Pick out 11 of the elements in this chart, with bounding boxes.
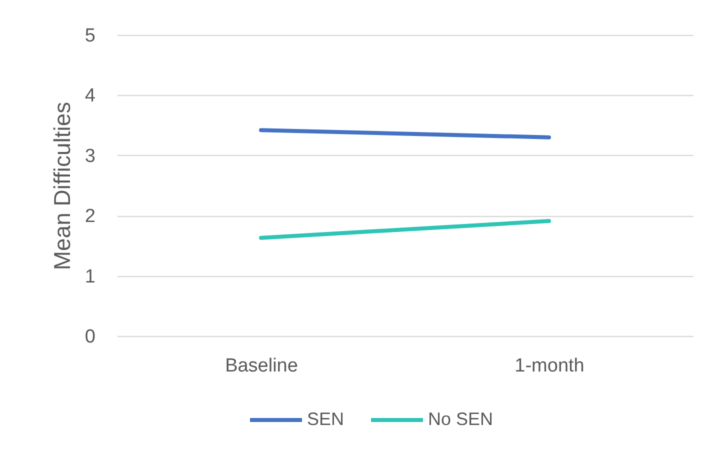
legend-label: No SEN bbox=[428, 409, 494, 429]
y-tick-label: 3 bbox=[84, 146, 96, 167]
y-tick-label: 5 bbox=[84, 26, 96, 46]
y-tick-label: 4 bbox=[84, 86, 96, 107]
x-tick-label: 1-month bbox=[514, 356, 584, 376]
y-tick-label: 0 bbox=[84, 326, 96, 348]
y-tick-label: 1 bbox=[84, 266, 96, 288]
y-tick-label: 2 bbox=[84, 206, 96, 228]
legend-label: SEN bbox=[307, 409, 344, 429]
x-tick-label: Baseline bbox=[225, 356, 298, 376]
y-axis-title: Mean Difficulties bbox=[48, 102, 75, 270]
